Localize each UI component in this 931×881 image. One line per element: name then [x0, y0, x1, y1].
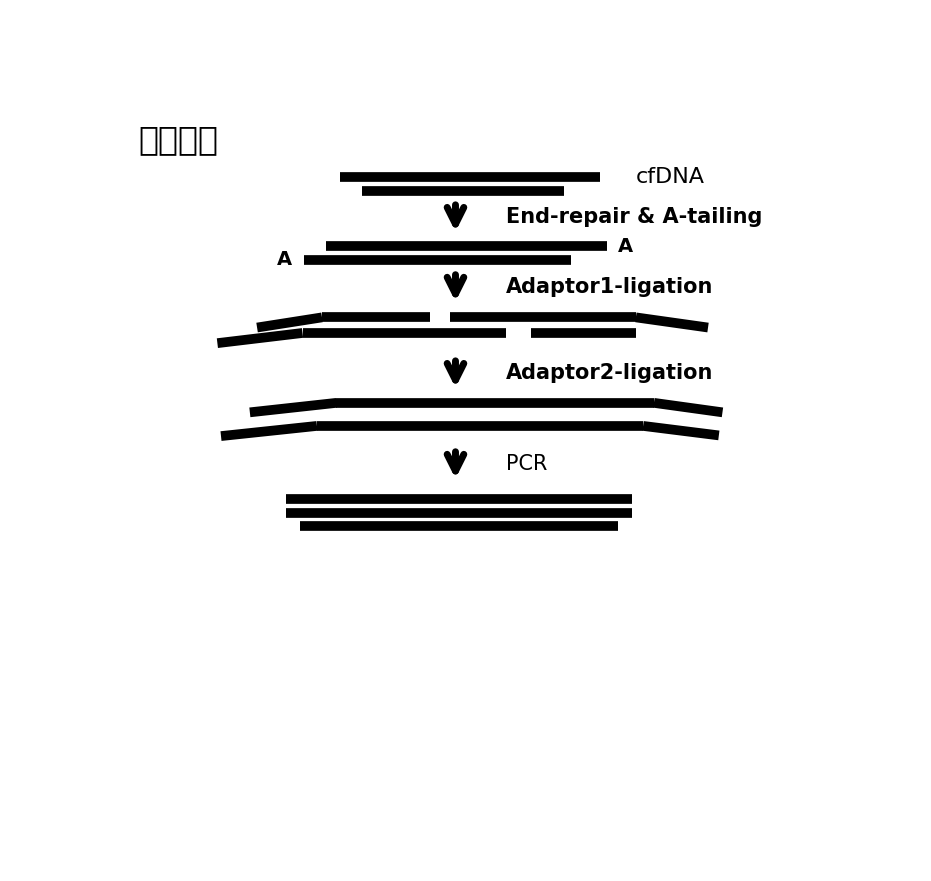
Text: End-repair & A-tailing: End-repair & A-tailing — [506, 207, 762, 227]
Text: Adaptor2-ligation: Adaptor2-ligation — [506, 363, 713, 383]
Text: A: A — [277, 250, 291, 270]
Text: Adaptor1-ligation: Adaptor1-ligation — [506, 277, 713, 297]
Text: cfDNA: cfDNA — [636, 167, 705, 187]
Text: A: A — [618, 237, 633, 255]
Text: 文库构建: 文库构建 — [138, 122, 218, 156]
Text: PCR: PCR — [506, 454, 547, 474]
